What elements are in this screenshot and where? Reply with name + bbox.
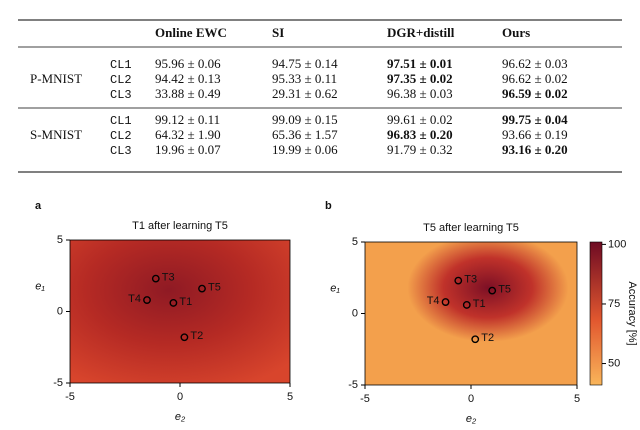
task-point <box>143 296 151 304</box>
table-cell: 96.62 ± 0.02 <box>502 71 568 86</box>
task-point <box>471 335 480 344</box>
table-cell: 99.61 ± 0.02 <box>387 112 453 127</box>
task-point <box>198 284 206 293</box>
chart-title: T5 after learning T5 <box>423 222 519 234</box>
table-cell: 93.66 ± 0.19 <box>502 127 568 142</box>
x-tick-label: 5 <box>574 393 580 405</box>
row-label: CL3 <box>110 144 132 158</box>
colorbar-tick-label: 100 <box>608 238 626 250</box>
point-label: T5 <box>498 284 511 296</box>
column-header: DGR+distill <box>387 25 455 40</box>
row-label: CL3 <box>110 88 132 102</box>
colorbar-label: Accuracy [%] <box>626 281 638 345</box>
table-cell: 94.75 ± 0.14 <box>272 56 338 71</box>
point-label: T4 <box>427 295 440 307</box>
y-tick-label: -5 <box>53 377 63 389</box>
x-tick-label: 5 <box>287 391 293 403</box>
task-point <box>441 298 450 306</box>
table-cell: 64.32 ± 1.90 <box>155 127 221 142</box>
point-label: T3 <box>162 272 175 284</box>
table-cell: 91.79 ± 0.32 <box>387 142 453 157</box>
table-cell: 33.88 ± 0.49 <box>155 86 221 101</box>
table-cell: 95.96 ± 0.06 <box>155 56 221 71</box>
x-tick-label: 0 <box>468 393 474 405</box>
point-label: T4 <box>128 293 141 305</box>
point-label: T1 <box>179 296 192 308</box>
colorbar <box>590 242 602 385</box>
point-label: T1 <box>473 298 486 310</box>
table-cell: 97.51 ± 0.01 <box>387 56 453 71</box>
task-point <box>488 286 497 295</box>
task-point <box>169 299 178 307</box>
table-cell: 99.09 ± 0.15 <box>272 112 338 127</box>
x-tick-label: 0 <box>177 391 183 403</box>
heatmap-a <box>70 240 290 383</box>
table-cell: 29.31 ± 0.62 <box>272 86 338 101</box>
row-label: CL2 <box>110 73 132 87</box>
row-label: CL1 <box>110 114 132 128</box>
x-axis-label: e₂ <box>175 411 186 423</box>
y-tick-label: 0 <box>352 307 358 319</box>
table-cell: 96.38 ± 0.03 <box>387 86 453 101</box>
x-axis-label: e₂ <box>466 413 477 425</box>
point-label: T5 <box>208 282 221 294</box>
y-tick-label: 5 <box>57 234 63 246</box>
table-cell: 96.83 ± 0.20 <box>387 127 453 142</box>
table-cell: 94.42 ± 0.13 <box>155 71 221 86</box>
table-cell: 93.16 ± 0.20 <box>502 142 568 157</box>
colorbar-frame <box>589 241 603 386</box>
row-label: CL2 <box>110 129 132 143</box>
x-tick-label: -5 <box>65 391 75 403</box>
chart-title: T1 after learning T5 <box>132 220 228 232</box>
y-tick-label: -5 <box>348 379 358 391</box>
table-cell: 19.99 ± 0.06 <box>272 142 338 157</box>
group-label: S-MNIST <box>30 127 82 142</box>
y-axis-label: e₁ <box>35 280 45 292</box>
panel-label: b <box>325 200 332 212</box>
task-point <box>180 333 189 342</box>
task-point <box>454 276 463 285</box>
column-header: Ours <box>502 25 530 40</box>
table-cell: 65.36 ± 1.57 <box>272 127 338 142</box>
task-point <box>462 301 471 309</box>
column-header: Online EWC <box>155 25 227 40</box>
colorbar-tick-label: 75 <box>608 298 620 310</box>
table-cell: 96.59 ± 0.02 <box>502 86 568 101</box>
table-cell: 99.75 ± 0.04 <box>502 112 568 127</box>
panel-label: a <box>35 200 42 212</box>
table-cell: 97.35 ± 0.02 <box>387 71 453 86</box>
point-label: T2 <box>190 330 203 342</box>
row-label: CL1 <box>110 58 132 72</box>
group-label: P-MNIST <box>30 71 82 86</box>
column-header: SI <box>272 25 284 40</box>
table-cell: 96.62 ± 0.03 <box>502 56 568 71</box>
y-tick-label: 5 <box>352 236 358 248</box>
point-label: T3 <box>464 274 477 286</box>
table-cell: 95.33 ± 0.11 <box>272 71 337 86</box>
heatmap-b <box>365 242 577 385</box>
y-axis-label: e₁ <box>330 282 340 294</box>
table-cell: 99.12 ± 0.11 <box>155 112 220 127</box>
x-tick-label: -5 <box>360 393 370 405</box>
point-label: T2 <box>481 332 494 344</box>
colorbar-tick-label: 50 <box>608 357 620 369</box>
task-point <box>151 274 160 283</box>
y-tick-label: 0 <box>57 305 63 317</box>
table-cell: 19.96 ± 0.07 <box>155 142 221 157</box>
